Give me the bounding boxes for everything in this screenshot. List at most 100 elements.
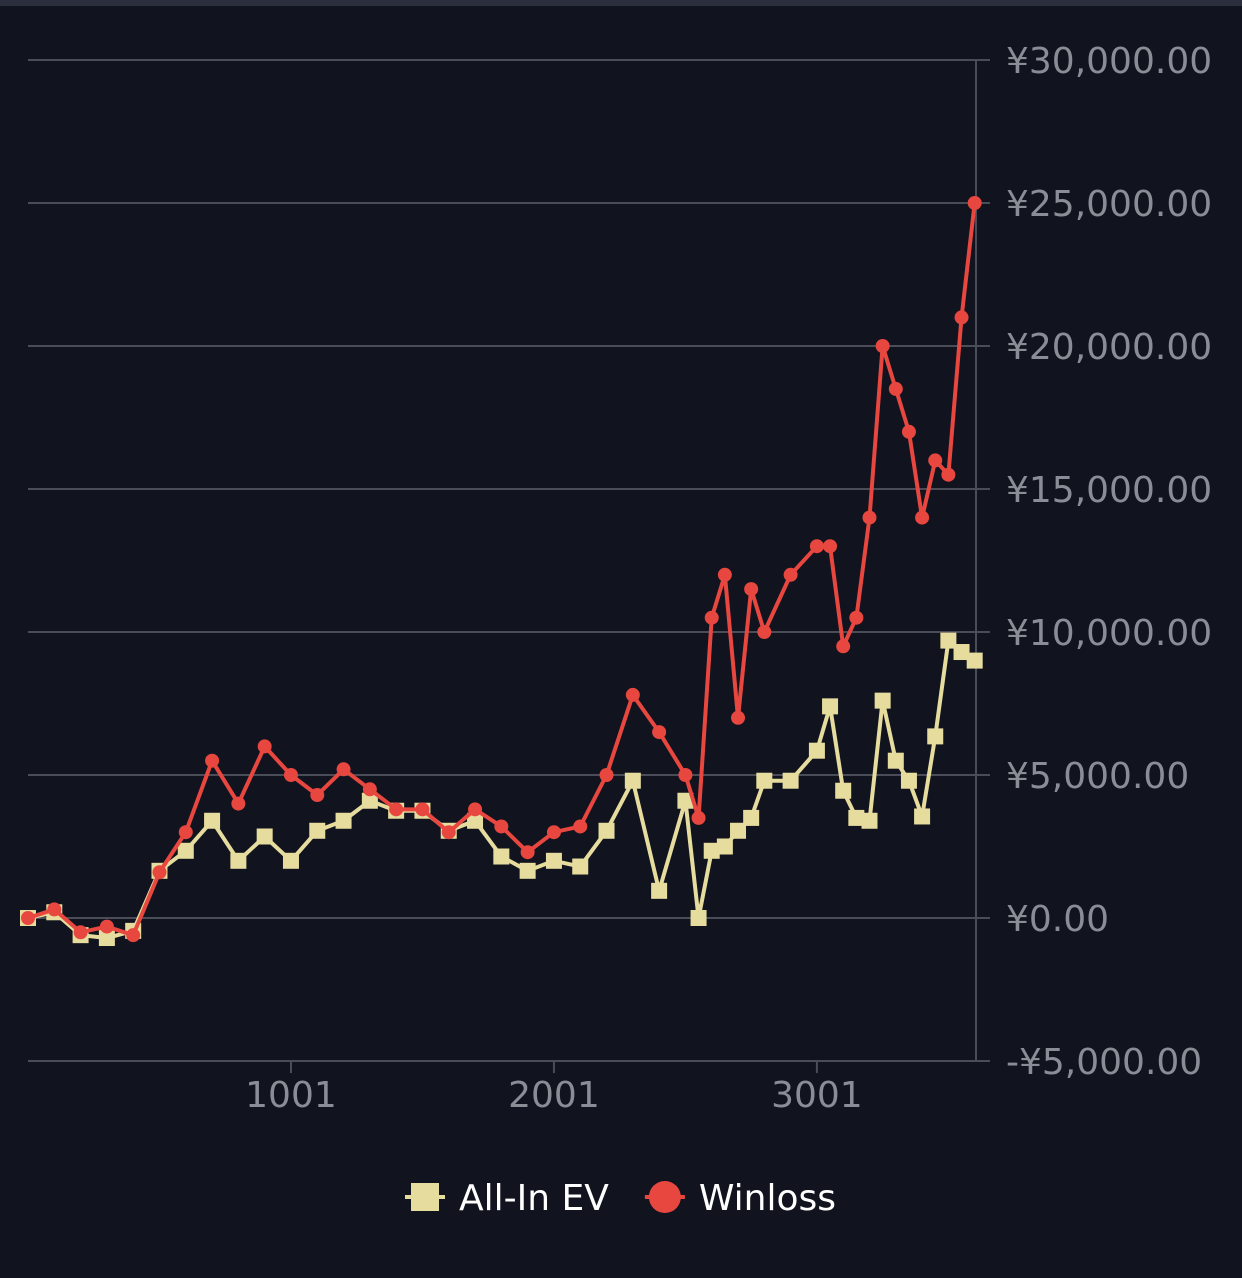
y-tick-label: ¥25,000.00 [1006, 184, 1212, 225]
data-point [21, 911, 35, 925]
data-point [256, 828, 273, 845]
data-point [546, 825, 561, 840]
data-point [152, 865, 167, 880]
data-point [703, 842, 720, 859]
data-point [822, 698, 839, 715]
data-point [678, 768, 693, 782]
data-point [99, 919, 114, 934]
data-point [231, 796, 246, 811]
x-tick-label: 3001 [771, 1075, 863, 1116]
y-tick-label: ¥0.00 [1006, 899, 1109, 940]
data-point [677, 792, 694, 809]
data-point [599, 768, 614, 782]
data-point [782, 772, 799, 789]
data-point [927, 728, 944, 745]
data-point [716, 838, 733, 855]
data-point [953, 644, 970, 661]
y-tick-label: ¥5,000.00 [1006, 756, 1189, 797]
data-point [823, 539, 838, 554]
data-point [545, 852, 562, 869]
top-border [0, 0, 1242, 6]
data-point [441, 825, 456, 840]
data-point [808, 742, 825, 759]
data-point [928, 453, 943, 468]
data-point [836, 639, 851, 654]
data-point [283, 768, 298, 782]
data-point [204, 812, 221, 829]
data-point [230, 852, 247, 869]
data-point [966, 652, 983, 669]
x-tick-label: 1001 [245, 1075, 337, 1116]
data-point [178, 825, 193, 840]
data-point [389, 802, 404, 817]
data-point [361, 792, 378, 809]
data-point [257, 739, 272, 754]
data-point [493, 848, 510, 865]
data-point [757, 625, 772, 639]
series-line [27, 202, 977, 938]
data-point [519, 862, 536, 879]
data-point [914, 808, 931, 825]
data-point [967, 196, 982, 210]
legend-item: All-In EV [405, 1178, 609, 1219]
data-point [731, 710, 746, 725]
data-point [900, 772, 917, 789]
data-point [717, 567, 732, 582]
y-tick-label: ¥10,000.00 [1006, 613, 1212, 654]
data-point [835, 782, 852, 799]
data-point [744, 582, 759, 597]
data-point [177, 842, 194, 859]
data-point [309, 822, 326, 839]
data-point [941, 467, 956, 482]
data-point [572, 858, 589, 875]
data-point [467, 812, 484, 829]
data-point [888, 381, 903, 396]
data-point [809, 539, 824, 554]
data-point [783, 567, 798, 582]
data-point [690, 910, 707, 926]
data-point [874, 692, 891, 709]
data-point [862, 510, 877, 525]
data-point [468, 802, 483, 817]
data-point [849, 610, 864, 625]
data-point [47, 902, 62, 917]
legend-item: Winloss [644, 1178, 836, 1219]
data-point [651, 882, 668, 899]
data-point [126, 928, 141, 943]
data-point [598, 822, 615, 839]
data-point [624, 772, 641, 789]
y-tick-label: ¥20,000.00 [1006, 327, 1212, 368]
y-tick-label: ¥15,000.00 [1006, 470, 1212, 511]
data-point [310, 788, 325, 803]
data-point [915, 510, 930, 525]
legend-marker [411, 1183, 439, 1211]
data-point [901, 424, 916, 439]
data-point [520, 845, 535, 860]
data-point [887, 752, 904, 769]
data-point [691, 810, 706, 825]
data-point [743, 809, 760, 826]
data-point [704, 610, 719, 625]
data-point [573, 819, 588, 834]
data-point [625, 687, 640, 702]
data-point [336, 762, 351, 777]
data-point [335, 812, 352, 829]
data-point [730, 822, 747, 839]
series-line [27, 638, 976, 941]
data-point [848, 809, 865, 826]
data-point [73, 925, 88, 940]
data-point [362, 782, 377, 797]
legend-marker [648, 1181, 681, 1213]
data-point [861, 812, 878, 829]
data-point [756, 772, 773, 789]
data-point [415, 802, 430, 817]
data-point [282, 852, 299, 869]
legend-label: Winloss [699, 1178, 836, 1219]
legend-label: All-In EV [459, 1178, 609, 1219]
data-point [494, 819, 509, 834]
data-point [205, 753, 220, 768]
x-tick-label: 2001 [508, 1075, 600, 1116]
data-point [875, 339, 890, 353]
